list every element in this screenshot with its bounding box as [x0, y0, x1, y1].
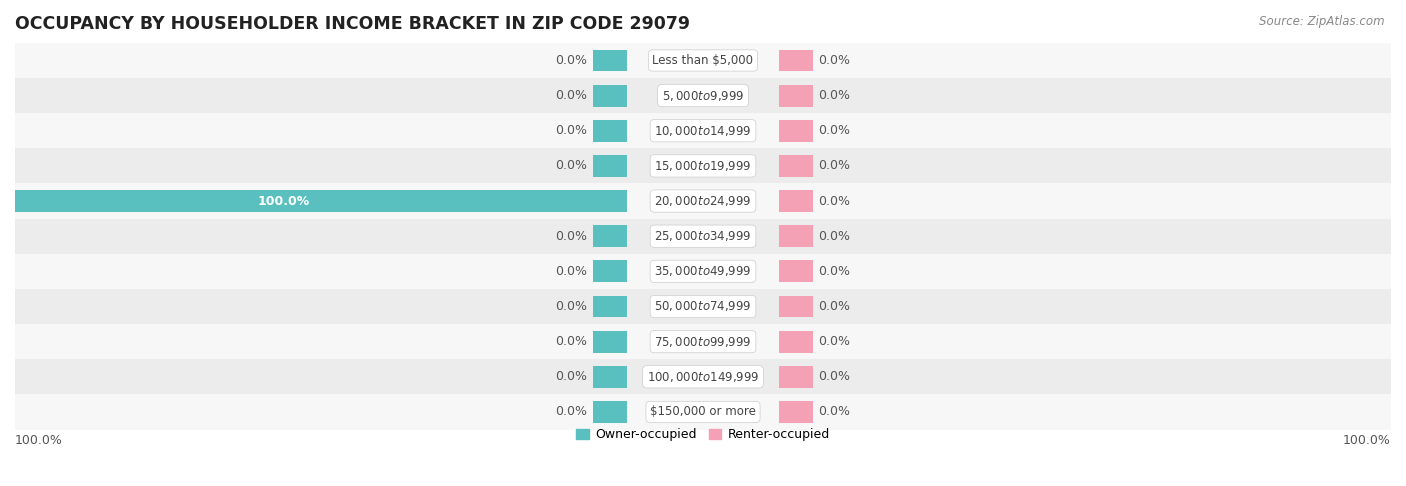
- Text: $50,000 to $74,999: $50,000 to $74,999: [654, 299, 752, 313]
- Bar: [15, 254, 1391, 289]
- Text: 0.0%: 0.0%: [818, 194, 851, 208]
- Text: $20,000 to $24,999: $20,000 to $24,999: [654, 194, 752, 208]
- Bar: [593, 85, 627, 106]
- Bar: [779, 401, 813, 423]
- Text: Less than $5,000: Less than $5,000: [652, 54, 754, 67]
- Bar: [593, 295, 627, 317]
- Text: 0.0%: 0.0%: [818, 230, 851, 243]
- Legend: Owner-occupied, Renter-occupied: Owner-occupied, Renter-occupied: [571, 423, 835, 446]
- Text: 0.0%: 0.0%: [818, 335, 851, 348]
- Text: $25,000 to $34,999: $25,000 to $34,999: [654, 229, 752, 243]
- Text: 0.0%: 0.0%: [818, 300, 851, 313]
- Text: 0.0%: 0.0%: [555, 370, 588, 383]
- Bar: [15, 289, 1391, 324]
- Text: $150,000 or more: $150,000 or more: [650, 405, 756, 418]
- Bar: [15, 394, 1391, 430]
- Text: 0.0%: 0.0%: [555, 265, 588, 278]
- Bar: [779, 331, 813, 352]
- Bar: [779, 190, 813, 212]
- Bar: [15, 113, 1391, 148]
- Text: 0.0%: 0.0%: [818, 54, 851, 67]
- Text: 0.0%: 0.0%: [818, 124, 851, 137]
- Bar: [593, 226, 627, 247]
- Bar: [593, 50, 627, 71]
- Bar: [15, 148, 1391, 184]
- Bar: [779, 260, 813, 282]
- Text: $5,000 to $9,999: $5,000 to $9,999: [662, 88, 744, 103]
- Bar: [593, 366, 627, 388]
- Text: 0.0%: 0.0%: [555, 89, 588, 102]
- Text: 0.0%: 0.0%: [555, 54, 588, 67]
- Text: 0.0%: 0.0%: [555, 230, 588, 243]
- Bar: [779, 226, 813, 247]
- Bar: [779, 50, 813, 71]
- Text: $15,000 to $19,999: $15,000 to $19,999: [654, 159, 752, 173]
- Bar: [779, 85, 813, 106]
- Text: 0.0%: 0.0%: [555, 159, 588, 173]
- Bar: [15, 219, 1391, 254]
- Text: $10,000 to $14,999: $10,000 to $14,999: [654, 124, 752, 138]
- Text: $75,000 to $99,999: $75,000 to $99,999: [654, 335, 752, 348]
- Bar: [0, 190, 627, 212]
- Bar: [15, 324, 1391, 359]
- Bar: [593, 401, 627, 423]
- Text: 100.0%: 100.0%: [257, 194, 309, 208]
- Text: 100.0%: 100.0%: [15, 434, 63, 447]
- Text: Source: ZipAtlas.com: Source: ZipAtlas.com: [1260, 15, 1385, 28]
- Bar: [779, 155, 813, 177]
- Bar: [593, 260, 627, 282]
- Bar: [593, 155, 627, 177]
- Text: 0.0%: 0.0%: [555, 300, 588, 313]
- Bar: [15, 43, 1391, 78]
- Bar: [593, 331, 627, 352]
- Text: 100.0%: 100.0%: [1343, 434, 1391, 447]
- Bar: [15, 359, 1391, 394]
- Bar: [779, 295, 813, 317]
- Text: $35,000 to $49,999: $35,000 to $49,999: [654, 264, 752, 278]
- Text: $100,000 to $149,999: $100,000 to $149,999: [647, 370, 759, 384]
- Text: 0.0%: 0.0%: [818, 159, 851, 173]
- Bar: [15, 184, 1391, 219]
- Text: 0.0%: 0.0%: [818, 89, 851, 102]
- Bar: [593, 120, 627, 141]
- Text: 0.0%: 0.0%: [818, 265, 851, 278]
- Bar: [779, 366, 813, 388]
- Text: 0.0%: 0.0%: [555, 405, 588, 418]
- Bar: [779, 120, 813, 141]
- Text: 0.0%: 0.0%: [555, 124, 588, 137]
- Text: 0.0%: 0.0%: [818, 405, 851, 418]
- Text: OCCUPANCY BY HOUSEHOLDER INCOME BRACKET IN ZIP CODE 29079: OCCUPANCY BY HOUSEHOLDER INCOME BRACKET …: [15, 15, 690, 33]
- Text: 0.0%: 0.0%: [818, 370, 851, 383]
- Text: 0.0%: 0.0%: [555, 335, 588, 348]
- Bar: [15, 78, 1391, 113]
